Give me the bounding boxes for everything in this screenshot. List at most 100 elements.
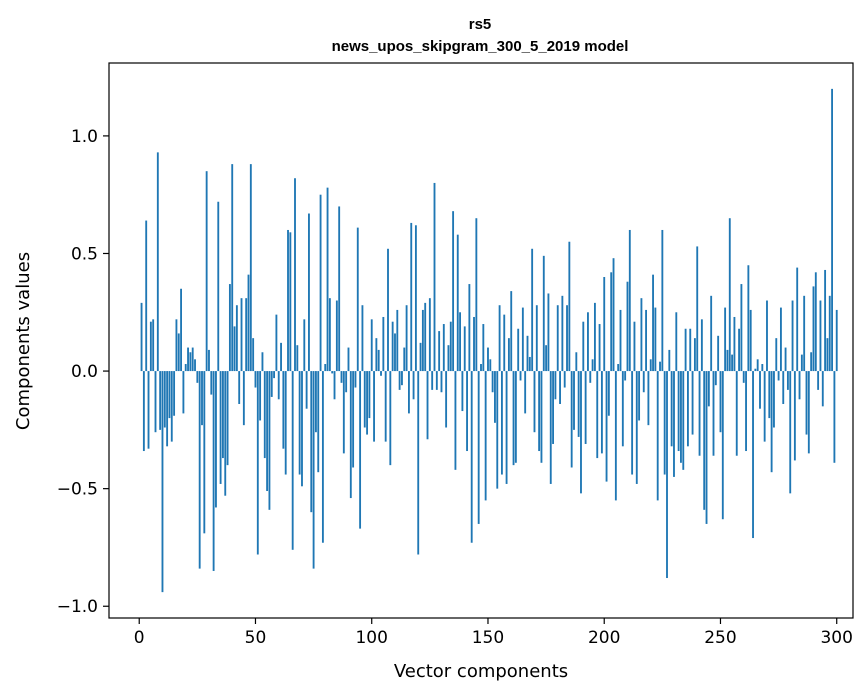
bar-283 bbox=[796, 267, 799, 372]
bar-140 bbox=[463, 326, 466, 372]
x-tick-label: 0 bbox=[134, 628, 145, 648]
bar-161 bbox=[512, 371, 515, 466]
bar-206 bbox=[617, 364, 620, 372]
bar-281 bbox=[791, 300, 794, 372]
bar-108 bbox=[389, 371, 392, 466]
bar-97 bbox=[363, 371, 366, 428]
bar-246 bbox=[710, 295, 713, 372]
bar-233 bbox=[680, 371, 682, 463]
bar-297 bbox=[828, 295, 831, 372]
bar-2 bbox=[142, 371, 145, 452]
bar-177 bbox=[549, 371, 552, 484]
bar-132 bbox=[445, 371, 448, 428]
bar-76 bbox=[315, 371, 317, 433]
bar-242 bbox=[700, 319, 703, 372]
bar-270 bbox=[766, 300, 768, 372]
bar-200 bbox=[603, 277, 606, 372]
bar-98 bbox=[366, 371, 368, 435]
bar-65 bbox=[289, 232, 292, 372]
bar-238 bbox=[691, 371, 694, 435]
bar-27 bbox=[201, 371, 203, 426]
bar-150 bbox=[487, 347, 489, 372]
bar-36 bbox=[222, 371, 224, 459]
bar-296 bbox=[826, 338, 829, 372]
bar-56 bbox=[268, 371, 271, 510]
bar-149 bbox=[484, 371, 487, 501]
bar-24 bbox=[194, 359, 196, 372]
bar-11 bbox=[163, 371, 166, 428]
bar-231 bbox=[675, 312, 678, 372]
bar-126 bbox=[431, 371, 434, 390]
bar-131 bbox=[442, 324, 445, 372]
bar-159 bbox=[507, 338, 510, 372]
bar-30 bbox=[208, 349, 210, 372]
bar-54 bbox=[263, 371, 266, 459]
bar-217 bbox=[642, 371, 645, 393]
bar-225 bbox=[661, 229, 664, 372]
bar-176 bbox=[547, 293, 550, 372]
bar-3 bbox=[145, 220, 148, 372]
bar-9 bbox=[159, 371, 162, 430]
bar-235 bbox=[684, 328, 687, 372]
x-tick-label: 100 bbox=[355, 628, 387, 648]
bar-79 bbox=[321, 371, 324, 543]
bar-62 bbox=[282, 371, 285, 449]
bar-174 bbox=[542, 255, 545, 372]
bar-243 bbox=[703, 371, 706, 510]
bar-102 bbox=[375, 338, 378, 372]
bar-190 bbox=[580, 371, 582, 494]
bar-38 bbox=[226, 371, 229, 466]
bar-173 bbox=[540, 371, 543, 463]
bar-93 bbox=[354, 371, 357, 388]
bar-222 bbox=[654, 307, 657, 372]
bar-157 bbox=[503, 314, 506, 372]
bar-7 bbox=[154, 371, 157, 433]
bar-181 bbox=[559, 371, 561, 404]
bar-250 bbox=[719, 371, 722, 433]
bar-224 bbox=[659, 361, 661, 372]
bar-90 bbox=[347, 347, 350, 372]
bar-170 bbox=[533, 371, 536, 433]
bar-276 bbox=[779, 307, 782, 372]
bar-113 bbox=[401, 371, 403, 386]
bar-290 bbox=[812, 286, 815, 372]
bar-53 bbox=[261, 352, 264, 372]
bar-142 bbox=[468, 284, 471, 372]
bar-193 bbox=[587, 312, 589, 372]
bar-114 bbox=[403, 347, 406, 372]
bar-105 bbox=[382, 316, 385, 372]
bar-74 bbox=[310, 371, 313, 513]
bar-51 bbox=[256, 371, 259, 555]
bar-201 bbox=[605, 371, 608, 482]
bar-68 bbox=[296, 345, 299, 372]
bar-227 bbox=[666, 371, 668, 579]
bar-168 bbox=[528, 356, 531, 372]
y-axis-label: Components values bbox=[13, 252, 34, 430]
bar-33 bbox=[215, 371, 217, 508]
bar-120 bbox=[417, 371, 420, 555]
bar-67 bbox=[294, 178, 296, 372]
bar-69 bbox=[298, 371, 301, 475]
bar-180 bbox=[556, 305, 559, 372]
bar-262 bbox=[747, 265, 750, 372]
bar-212 bbox=[631, 371, 634, 475]
bar-41 bbox=[233, 326, 236, 372]
bar-78 bbox=[319, 194, 322, 372]
bar-171 bbox=[535, 305, 538, 372]
bar-26 bbox=[198, 371, 201, 569]
bar-226 bbox=[663, 371, 666, 475]
bar-143 bbox=[470, 371, 473, 543]
bar-89 bbox=[345, 371, 348, 393]
bar-5 bbox=[149, 321, 152, 372]
bar-59 bbox=[275, 314, 278, 372]
bar-100 bbox=[370, 319, 373, 372]
bar-116 bbox=[408, 371, 410, 414]
bar-138 bbox=[459, 312, 461, 372]
bar-1 bbox=[140, 302, 143, 372]
bar-229 bbox=[670, 371, 673, 447]
bar-160 bbox=[510, 291, 513, 372]
bar-223 bbox=[656, 371, 659, 501]
bar-187 bbox=[573, 371, 575, 430]
bar-129 bbox=[438, 331, 441, 372]
bar-175 bbox=[545, 345, 548, 372]
